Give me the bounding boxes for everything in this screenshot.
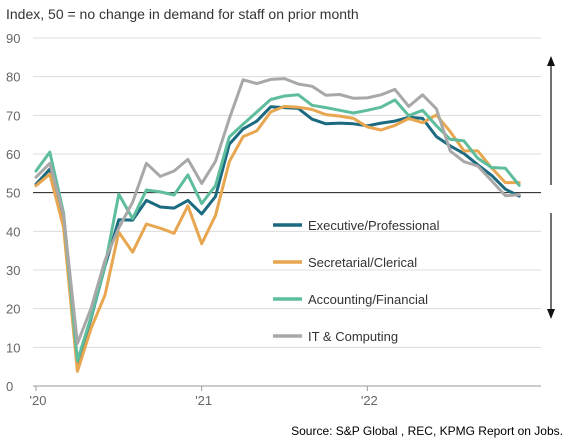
series-line-accounting-financial: [34, 93, 521, 363]
series-lines: [34, 77, 521, 373]
y-tick-label: 0: [6, 379, 13, 394]
y-tick-label: 70: [6, 108, 20, 123]
y-tick-label: 30: [6, 263, 20, 278]
legend-entry: Secretarial/Clerical: [308, 255, 417, 270]
up-arrow-icon: [547, 56, 555, 66]
x-tick-label: '22: [361, 393, 378, 408]
direction-arrows: [547, 56, 555, 319]
series-line-executive-professional: [34, 105, 521, 366]
x-axis: '20 '21 '22: [30, 385, 541, 408]
x-tick-label: '21: [195, 393, 212, 408]
x-tick-label: '20: [30, 393, 47, 408]
down-arrow-icon: [547, 309, 555, 319]
source-note: Source: S&P Global , REC, KPMG Report on…: [291, 424, 563, 438]
legend-entry: Accounting/Financial: [308, 292, 428, 307]
y-tick-label: 60: [6, 147, 20, 162]
y-tick-label: 90: [6, 31, 20, 46]
y-tick-label: 80: [6, 70, 20, 85]
series-line-secretarial-clerical: [34, 104, 521, 373]
legend: Executive/Professional Secretarial/Cleric…: [273, 218, 440, 344]
y-tick-label: 10: [6, 340, 20, 355]
y-tick-label: 20: [6, 302, 20, 317]
series-line-it-computing: [34, 77, 521, 345]
legend-entry: IT & Computing: [308, 329, 398, 344]
y-tick-label: 40: [6, 224, 20, 239]
y-tick-label: 50: [6, 186, 20, 201]
chart-title: Index, 50 = no change in demand for staf…: [6, 6, 359, 22]
y-axis: 0 10 20 30 40 50 60 70 80 90: [6, 31, 20, 394]
legend-entry: Executive/Professional: [308, 218, 440, 233]
